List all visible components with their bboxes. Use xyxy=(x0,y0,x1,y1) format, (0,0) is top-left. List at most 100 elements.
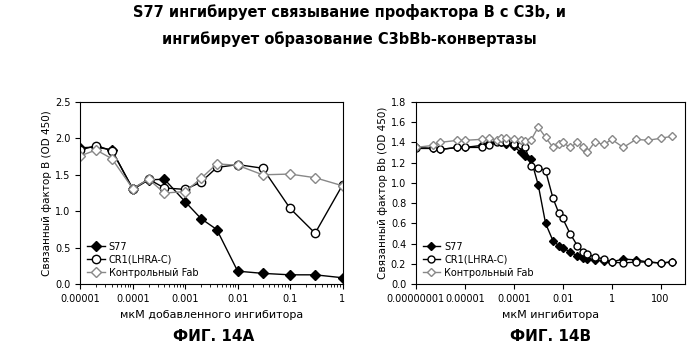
CR1(LHRA-C) xyxy=(485,143,493,147)
Контрольный Fab xyxy=(181,190,189,194)
Контрольный Fab xyxy=(286,172,294,176)
S77 xyxy=(573,254,582,258)
CR1(LHRA-C) xyxy=(181,187,189,192)
CR1(LHRA-C) xyxy=(108,148,116,153)
Legend: S77, CR1(LHRA-C), Контрольный Fab: S77, CR1(LHRA-C), Контрольный Fab xyxy=(85,240,200,279)
S77 xyxy=(145,178,153,182)
CR1(LHRA-C) xyxy=(573,244,582,248)
CR1(LHRA-C) xyxy=(591,255,599,259)
Text: ФИГ. 14В: ФИГ. 14В xyxy=(510,329,591,344)
CR1(LHRA-C) xyxy=(259,166,267,170)
Line: Контрольный Fab: Контрольный Fab xyxy=(77,146,346,197)
S77 xyxy=(497,140,505,145)
Контрольный Fab xyxy=(485,136,493,140)
CR1(LHRA-C) xyxy=(644,260,652,264)
S77 xyxy=(644,260,652,264)
Контрольный Fab xyxy=(559,140,567,145)
Контрольный Fab xyxy=(549,145,557,150)
Контрольный Fab xyxy=(668,134,677,138)
S77 xyxy=(526,157,535,161)
Контрольный Fab xyxy=(108,157,116,161)
CR1(LHRA-C) xyxy=(92,144,101,148)
CR1(LHRA-C) xyxy=(510,142,518,146)
CR1(LHRA-C) xyxy=(526,164,535,168)
CR1(LHRA-C) xyxy=(197,180,206,184)
S77 xyxy=(453,145,461,150)
CR1(LHRA-C) xyxy=(493,140,501,145)
S77 xyxy=(510,144,518,148)
CR1(LHRA-C) xyxy=(517,143,526,147)
S77 xyxy=(259,271,267,276)
S77 xyxy=(579,256,588,260)
S77 xyxy=(311,273,319,277)
Контрольный Fab xyxy=(92,148,101,152)
CR1(LHRA-C) xyxy=(412,146,420,151)
Контрольный Fab xyxy=(145,177,153,181)
Контрольный Fab xyxy=(311,176,319,180)
Line: Контрольный Fab: Контрольный Fab xyxy=(413,124,675,155)
S77 xyxy=(656,261,665,265)
CR1(LHRA-C) xyxy=(233,163,242,167)
CR1(LHRA-C) xyxy=(212,165,221,170)
S77 xyxy=(485,141,493,145)
Line: S77: S77 xyxy=(413,139,675,266)
S77 xyxy=(619,257,628,261)
S77 xyxy=(493,139,501,144)
S77 xyxy=(428,146,437,151)
S77 xyxy=(461,145,469,150)
Контрольный Fab xyxy=(502,136,510,140)
S77 xyxy=(286,273,294,277)
CR1(LHRA-C) xyxy=(555,211,563,216)
S77 xyxy=(534,183,542,187)
Y-axis label: Связанный фактор В (OD 450): Связанный фактор В (OD 450) xyxy=(43,110,52,276)
CR1(LHRA-C) xyxy=(668,260,677,264)
Контрольный Fab xyxy=(461,138,469,143)
S77 xyxy=(233,269,242,273)
S77 xyxy=(412,145,420,150)
Контрольный Fab xyxy=(644,138,652,143)
Line: S77: S77 xyxy=(77,144,346,281)
S77 xyxy=(436,147,445,152)
CR1(LHRA-C) xyxy=(542,168,550,173)
Контрольный Fab xyxy=(534,125,542,129)
X-axis label: мкМ ингибитора: мкМ ингибитора xyxy=(502,310,599,320)
S77 xyxy=(197,217,206,221)
CR1(LHRA-C) xyxy=(461,145,469,150)
CR1(LHRA-C) xyxy=(338,183,347,187)
CR1(LHRA-C) xyxy=(559,216,567,220)
CR1(LHRA-C) xyxy=(566,232,575,236)
Контрольный Fab xyxy=(555,142,563,146)
S77 xyxy=(108,148,116,152)
Text: ингибирует образование С3bBb-конвертазы: ингибирует образование С3bBb-конвертазы xyxy=(162,32,537,47)
Контрольный Fab xyxy=(656,136,665,140)
S77 xyxy=(583,257,591,261)
Контрольный Fab xyxy=(453,138,461,143)
CR1(LHRA-C) xyxy=(428,146,437,151)
CR1(LHRA-C) xyxy=(129,187,137,191)
S77 xyxy=(549,239,557,243)
Контрольный Fab xyxy=(583,150,591,154)
S77 xyxy=(542,221,550,226)
Контрольный Fab xyxy=(160,191,168,195)
S77 xyxy=(212,227,221,232)
S77 xyxy=(517,150,526,154)
CR1(LHRA-C) xyxy=(619,261,628,265)
CR1(LHRA-C) xyxy=(583,252,591,256)
S77 xyxy=(338,276,347,280)
CR1(LHRA-C) xyxy=(607,260,616,264)
Контрольный Fab xyxy=(526,138,535,143)
CR1(LHRA-C) xyxy=(549,196,557,200)
Контрольный Fab xyxy=(259,173,267,177)
S77 xyxy=(555,244,563,248)
Контрольный Fab xyxy=(197,176,206,180)
Контрольный Fab xyxy=(436,140,445,145)
Line: CR1(LHRA-C): CR1(LHRA-C) xyxy=(412,139,676,266)
Контрольный Fab xyxy=(477,137,486,141)
CR1(LHRA-C) xyxy=(534,166,542,170)
Контрольный Fab xyxy=(412,145,420,150)
Контрольный Fab xyxy=(428,143,437,147)
X-axis label: мкМ добавленного ингибитора: мкМ добавленного ингибитора xyxy=(120,310,303,320)
S77 xyxy=(477,143,486,147)
S77 xyxy=(521,153,530,158)
CR1(LHRA-C) xyxy=(521,145,530,150)
